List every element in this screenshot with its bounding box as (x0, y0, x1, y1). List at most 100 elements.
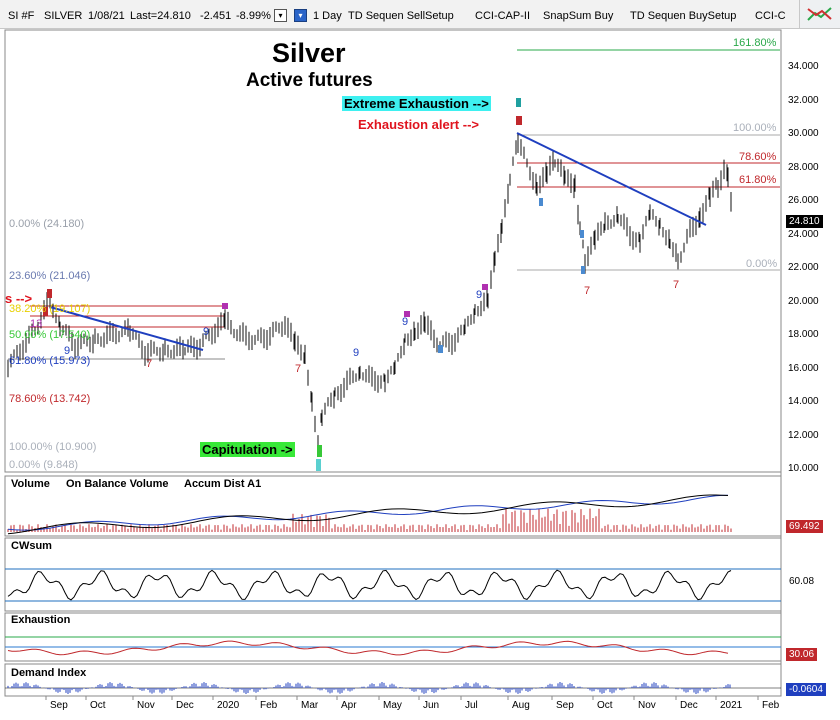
price-change: -2.451 (200, 10, 232, 22)
price-bars (7, 133, 732, 447)
month-label: Jul (465, 700, 478, 711)
price-change-pct: -8.99% (236, 10, 271, 22)
bar-date: 1/08/21 (88, 10, 125, 22)
marker-magenta-1 (482, 284, 488, 290)
month-label: Oct (90, 700, 106, 711)
study-td-buy-setup[interactable]: TD Sequen BuySetup (630, 10, 737, 22)
chart-subtitle: Active futures (246, 70, 373, 91)
fib-left-1000: 100.00% (10.900) (9, 441, 97, 453)
study-td-sell-setup[interactable]: TD Sequen SellSetup (348, 10, 454, 22)
price-tick-label: 30.000 (788, 128, 819, 139)
marker-red-top (516, 116, 522, 125)
month-label: 2021 (720, 700, 743, 711)
interval-dropdown-button[interactable]: ▾ (294, 9, 307, 22)
td-count-9-e: 9 (64, 345, 71, 357)
fib-right-618: 61.80% (739, 174, 777, 186)
td-count-9-d: 9 (476, 289, 483, 301)
exhaustion-line (7, 640, 729, 656)
capitulation-label: Capitulation -> (200, 442, 295, 457)
instrument-name: SILVER (44, 10, 83, 22)
chart-tools-button[interactable] (799, 0, 840, 28)
td-count-7-b: 7 (295, 363, 302, 375)
cwsum-value-box: 60.08 (786, 575, 818, 588)
chart-toolbar: SI #F SILVER 1/08/21 Last=24.810 -2.451 … (0, 0, 840, 29)
last-price: Last=24.810 (130, 10, 191, 22)
accum-dist-line (7, 494, 729, 535)
symbol: SI #F (8, 10, 35, 22)
fib-left-000-low: 0.00% (9.848) (9, 459, 79, 471)
td-count-7-d: 7 (673, 279, 680, 291)
marker-magenta-2 (404, 311, 410, 317)
price-tick-label: 26.000 (788, 195, 819, 206)
price-tick-label: 22.000 (788, 262, 819, 273)
price-tick-label: 12.000 (788, 429, 819, 441)
month-label: Dec (176, 700, 194, 711)
fib-left-500: 50.00% (17.540) (9, 329, 91, 341)
marker-green-low (317, 445, 322, 457)
month-label: Aug (512, 700, 530, 711)
td-count-7-c: 7 (584, 285, 591, 297)
td-count-13: 13 (30, 318, 43, 330)
demand-panel-frame (4, 663, 782, 697)
study-cci-cap[interactable]: CCI-CAP-II (475, 10, 530, 22)
marker-blue-3 (539, 198, 543, 206)
study-cci-partial[interactable]: CCI-C (755, 10, 786, 22)
fib-right-1618: 161.80% (733, 37, 777, 49)
month-label: Dec (680, 700, 698, 711)
marker-cyan-low (316, 459, 321, 471)
fib-left-618: 61.80% (15.973) (9, 355, 91, 367)
exhaustion-value-box: 30.06 (786, 648, 818, 661)
marker-red-left-2 (43, 307, 48, 316)
month-label: Nov (638, 700, 656, 711)
fib-left-382: 38.20% (19.107) (9, 303, 91, 315)
demand-value-box: -0.0604 (786, 683, 826, 696)
volume-title: Volume (11, 478, 50, 490)
fib-left-786: 78.60% (13.742) (9, 393, 91, 405)
price-tick-label: 14.000 (788, 396, 819, 407)
exhaustion-alert-label: Exhaustion alert --> (358, 117, 479, 132)
marker-blue-1 (580, 230, 584, 238)
month-label: Apr (341, 700, 357, 711)
demand-bars (7, 682, 731, 694)
price-tick-label: 28.000 (788, 161, 819, 173)
td-count-9-b: 9 (353, 347, 360, 359)
price-tick-label: 10.000 (788, 463, 819, 474)
fib-right-100: 100.00% (733, 122, 777, 134)
cwsum-title: CWsum (11, 540, 52, 552)
td-count-9-c: 9 (402, 316, 409, 328)
trendline-left (49, 306, 204, 351)
cwsum-panel-frame (4, 537, 782, 612)
trendline-right (516, 132, 707, 226)
month-label: Sep (50, 700, 68, 711)
left-exhaustion-label: s --> (5, 291, 33, 306)
accum-dist-title: Accum Dist A1 (184, 478, 262, 490)
price-tick-label: 34.000 (788, 61, 819, 72)
td-count-7-a: 7 (146, 358, 153, 370)
study-snapsum-buy[interactable]: SnapSum Buy (543, 10, 614, 22)
volume-value-box: 69.492 (786, 520, 823, 533)
price-tick-label: 24.000 (788, 228, 819, 240)
marker-cyan-top (516, 98, 521, 107)
fib-right-000: 0.00% (746, 258, 778, 270)
exhaustion-title: Exhaustion (11, 614, 71, 626)
interval-label[interactable]: 1 Day (313, 10, 342, 22)
price-tick-label: 20.000 (788, 295, 819, 307)
marker-red-left (47, 289, 52, 298)
month-label: Mar (301, 700, 319, 711)
fib-right-786: 78.60% (739, 151, 777, 163)
demand-title: Demand Index (11, 667, 87, 679)
marker-blue-4 (438, 345, 443, 353)
month-label: Oct (597, 700, 613, 711)
price-tick-label: 32.000 (788, 94, 819, 106)
fib-left-236: 23.60% (21.046) (9, 270, 91, 282)
price-tick-label: 18.000 (788, 329, 819, 340)
month-label: 2020 (217, 700, 240, 711)
td-count-9-a: 9 (203, 326, 210, 338)
cwsum-line (7, 569, 732, 601)
marker-blue-2 (581, 266, 585, 274)
symbol-dropdown-button[interactable]: ▾ (274, 9, 287, 22)
month-label: Feb (762, 700, 780, 711)
fib-left-000: 0.00% (24.180) (9, 218, 85, 230)
month-label: Sep (556, 700, 574, 711)
